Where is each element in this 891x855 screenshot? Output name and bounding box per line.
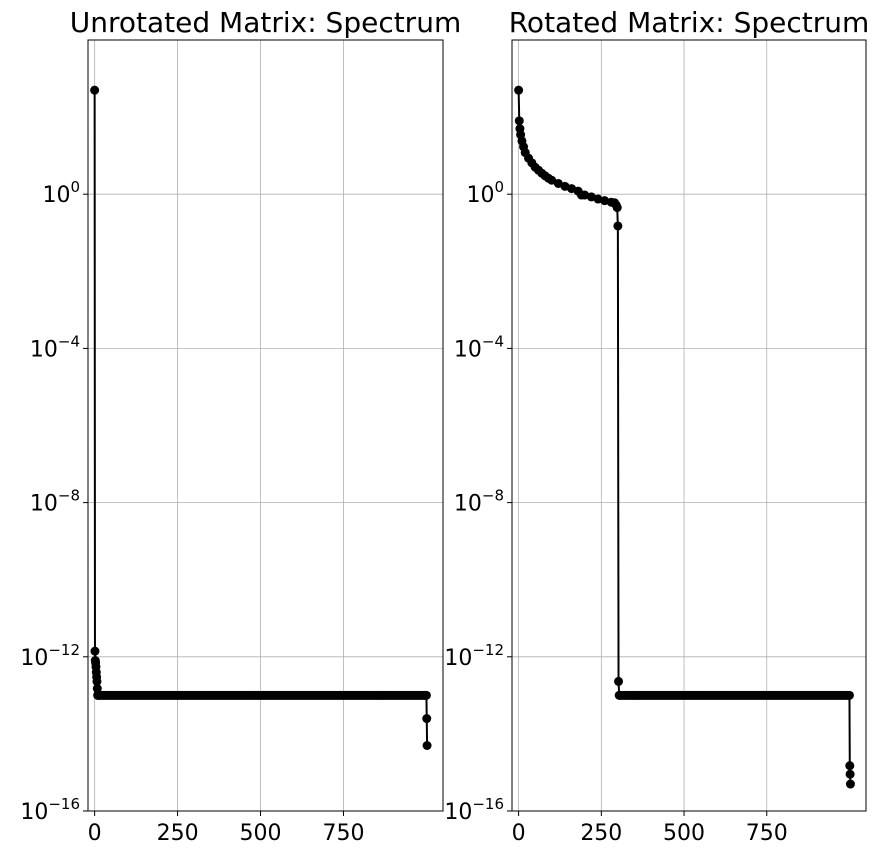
data-point <box>422 714 432 724</box>
data-point <box>421 690 431 700</box>
x-tick-label: 0 <box>88 821 102 846</box>
y-tick-label: 10−4 <box>30 332 80 362</box>
x-tick-label: 500 <box>663 821 705 846</box>
x-tick-label: 750 <box>322 821 364 846</box>
axes-frame <box>87 39 444 812</box>
data-point <box>93 690 103 700</box>
y-tick-label: 10−12 <box>20 641 80 671</box>
x-tick-label: 250 <box>157 821 199 846</box>
data-point <box>612 203 622 213</box>
axes-frame <box>511 39 867 812</box>
data-point <box>90 646 100 656</box>
data-point <box>92 684 102 694</box>
chart-title: Rotated Matrix: Spectrum <box>509 6 870 39</box>
x-tick-label: 0 <box>512 821 526 846</box>
data-point <box>90 85 100 95</box>
y-tick-label: 10−16 <box>20 795 80 825</box>
data-point <box>614 690 624 700</box>
data-point <box>845 779 855 789</box>
y-tick-label: 10−8 <box>30 487 80 517</box>
y-tick-label: 100 <box>42 178 80 208</box>
y-tick-label: 10−4 <box>454 332 504 362</box>
y-tick-label: 10−12 <box>444 641 504 671</box>
data-point <box>845 769 855 779</box>
x-tick-label: 750 <box>746 821 788 846</box>
data-point <box>845 761 855 771</box>
data-point <box>613 221 623 231</box>
x-tick-label: 500 <box>240 821 282 846</box>
data-point <box>614 676 624 686</box>
y-tick-label: 10−8 <box>454 487 504 517</box>
data-point <box>514 116 524 126</box>
data-point <box>514 85 524 95</box>
data-point <box>844 690 854 700</box>
data-point <box>92 676 102 686</box>
unrotated-spectrum-chart: 0 250 500 750 100 10−4 10−8 10−12 10−16 Unrotated… <box>20 6 461 846</box>
rotated-spectrum-chart: 0 250 500 750 100 10−4 10−8 10−12 10−16 Rotated M… <box>444 6 869 846</box>
data-point <box>422 741 432 751</box>
x-tick-label: 250 <box>580 821 622 846</box>
y-tick-label: 100 <box>466 178 504 208</box>
y-tick-label: 10−16 <box>444 795 504 825</box>
chart-title: Unrotated Matrix: Spectrum <box>70 6 461 39</box>
